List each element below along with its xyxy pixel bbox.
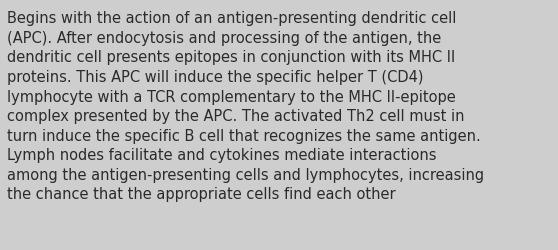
- Text: Begins with the action of an antigen-presenting dendritic cell
(APC). After endo: Begins with the action of an antigen-pre…: [7, 11, 484, 202]
